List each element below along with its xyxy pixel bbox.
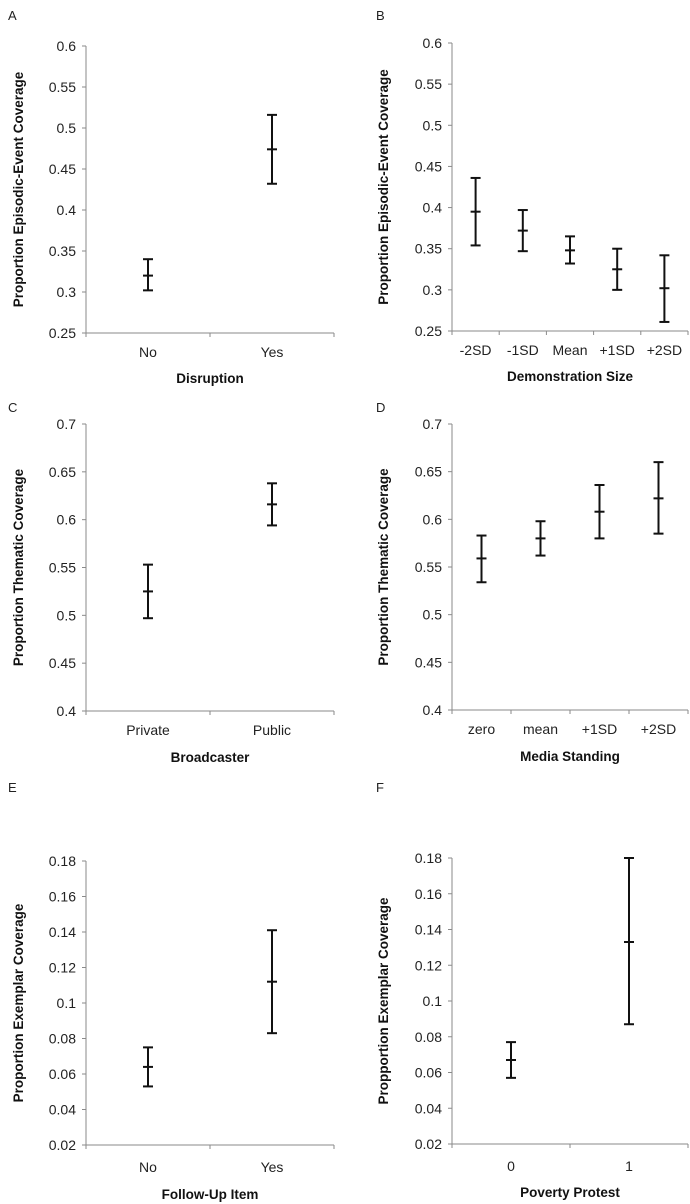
x-category-label-b: +2SD	[647, 342, 682, 358]
y-tick-label-e: 0.14	[49, 924, 76, 940]
x-category-label-d: +2SD	[641, 721, 676, 737]
y-axis-title-d: Proportion Thematic Coverage	[376, 468, 391, 666]
y-tick-label-a: 0.4	[57, 202, 77, 218]
y-tick-label-e: 0.12	[49, 960, 76, 976]
x-axis-title-f: Poverty Protest	[520, 1185, 620, 1200]
panel-letter-a: A	[8, 8, 17, 23]
x-category-label-d: mean	[523, 721, 558, 737]
y-tick-label-d: 0.4	[423, 702, 443, 718]
y-tick-label-b: 0.25	[415, 323, 442, 339]
x-category-label-e: No	[139, 1159, 157, 1175]
x-category-label-a: No	[139, 344, 157, 360]
y-tick-label-a: 0.3	[57, 284, 77, 300]
y-tick-label-a: 0.6	[57, 38, 77, 54]
y-tick-label-f: 0.08	[415, 1029, 442, 1045]
y-tick-label-b: 0.6	[423, 35, 443, 51]
y-tick-label-f: 0.02	[415, 1136, 442, 1152]
x-category-label-f: 0	[507, 1158, 515, 1174]
y-tick-label-f: 0.14	[415, 922, 442, 938]
y-tick-label-f: 0.18	[415, 850, 442, 866]
y-tick-label-b: 0.35	[415, 241, 442, 257]
x-category-label-d: +1SD	[582, 721, 617, 737]
y-tick-label-c: 0.55	[49, 560, 76, 576]
y-axis-title-f: Propportion Exemplar Coverage	[376, 897, 391, 1105]
y-tick-label-a: 0.5	[57, 120, 77, 136]
y-tick-label-f: 0.16	[415, 886, 442, 902]
x-category-label-e: Yes	[261, 1159, 284, 1175]
y-tick-label-d: 0.5	[423, 607, 443, 623]
y-tick-label-f: 0.12	[415, 957, 442, 973]
y-tick-label-e: 0.04	[49, 1102, 76, 1118]
x-category-label-a: Yes	[261, 344, 284, 360]
y-tick-label-d: 0.7	[423, 416, 443, 432]
y-tick-label-c: 0.7	[57, 416, 77, 432]
y-tick-label-c: 0.45	[49, 655, 76, 671]
x-category-label-d: zero	[468, 721, 495, 737]
y-tick-label-e: 0.18	[49, 853, 76, 869]
x-category-label-c: Private	[126, 722, 170, 738]
y-tick-label-e: 0.16	[49, 889, 76, 905]
panel-letter-c: C	[8, 400, 17, 415]
x-category-label-c: Public	[253, 722, 291, 738]
x-category-label-f: 1	[625, 1158, 633, 1174]
y-tick-label-e: 0.08	[49, 1031, 76, 1047]
y-tick-label-a: 0.55	[49, 79, 76, 95]
x-axis-title-a: Disruption	[176, 371, 244, 386]
y-tick-label-b: 0.5	[423, 117, 443, 133]
x-axis-title-d: Media Standing	[520, 749, 620, 764]
y-axis-title-c: Proportion Thematic Coverage	[11, 468, 26, 666]
x-axis-title-c: Broadcaster	[171, 750, 251, 765]
x-axis-title-e: Follow-Up Item	[162, 1187, 259, 1202]
y-tick-label-f: 0.06	[415, 1065, 442, 1081]
y-axis-title-e: Proportion Exemplar Coverage	[11, 903, 26, 1102]
y-tick-label-e: 0.1	[57, 995, 77, 1011]
y-tick-label-a: 0.45	[49, 161, 76, 177]
y-tick-label-e: 0.02	[49, 1137, 76, 1153]
y-tick-label-d: 0.45	[415, 654, 442, 670]
y-tick-label-c: 0.4	[57, 703, 77, 719]
x-category-label-b: +1SD	[599, 342, 634, 358]
y-tick-label-b: 0.3	[423, 282, 443, 298]
y-tick-label-f: 0.04	[415, 1100, 442, 1116]
panel-letter-e: E	[8, 780, 17, 795]
x-axis-title-b: Demonstration Size	[507, 369, 634, 384]
y-tick-label-a: 0.35	[49, 243, 76, 259]
y-tick-label-e: 0.06	[49, 1066, 76, 1082]
panel-letter-b: B	[376, 8, 385, 23]
x-category-label-b: -2SD	[460, 342, 492, 358]
y-tick-label-b: 0.45	[415, 158, 442, 174]
panel-letter-f: F	[376, 780, 384, 795]
y-tick-label-a: 0.25	[49, 325, 76, 341]
y-tick-label-d: 0.55	[415, 559, 442, 575]
y-tick-label-c: 0.65	[49, 464, 76, 480]
y-tick-label-c: 0.6	[57, 512, 77, 528]
y-axis-title-b: Proportion Episodic-Event Coverage	[376, 69, 391, 305]
y-tick-label-f: 0.1	[423, 993, 443, 1009]
y-tick-label-b: 0.4	[423, 200, 443, 216]
y-tick-label-b: 0.55	[415, 76, 442, 92]
y-tick-label-d: 0.65	[415, 464, 442, 480]
y-tick-label-d: 0.6	[423, 511, 443, 527]
y-tick-label-c: 0.5	[57, 607, 77, 623]
y-axis-title-a: Proportion Episodic-Event Coverage	[11, 71, 26, 307]
x-category-label-b: Mean	[552, 342, 587, 358]
panel-letter-d: D	[376, 400, 385, 415]
x-category-label-b: -1SD	[507, 342, 539, 358]
